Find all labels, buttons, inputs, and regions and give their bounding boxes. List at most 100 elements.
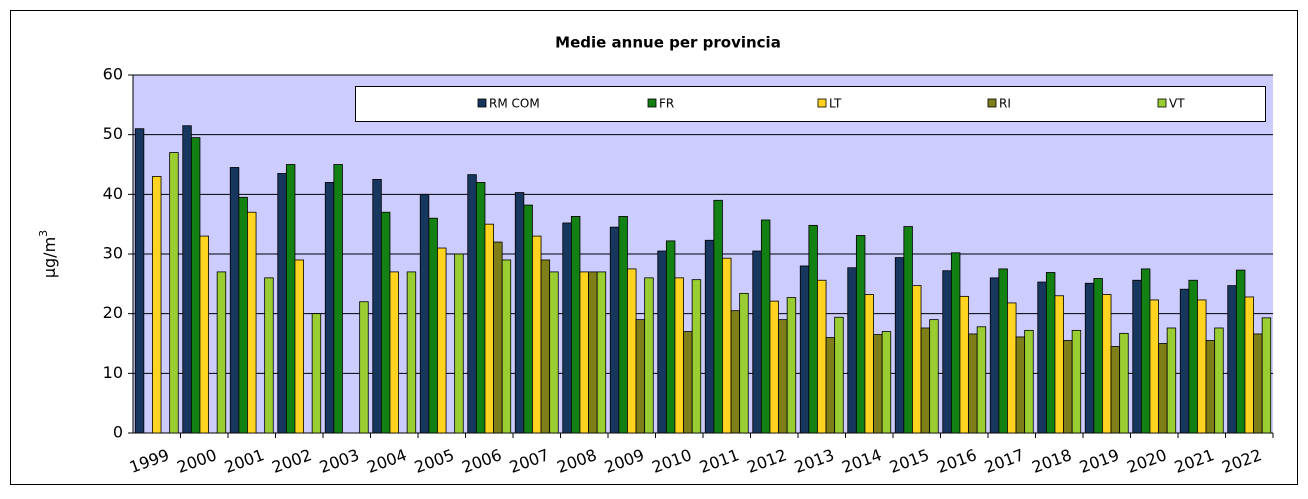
bar xyxy=(1119,332,1129,434)
bar xyxy=(825,337,836,434)
bar xyxy=(1110,346,1121,434)
bar xyxy=(1132,279,1142,434)
bar xyxy=(942,270,952,434)
bar xyxy=(752,250,762,434)
bar xyxy=(989,277,1000,434)
bar xyxy=(950,252,961,434)
bar xyxy=(1102,294,1112,434)
bar xyxy=(627,268,637,434)
bar xyxy=(134,128,145,434)
bar xyxy=(920,327,931,434)
bar xyxy=(238,196,248,434)
bar xyxy=(514,192,525,434)
bar xyxy=(929,319,939,434)
legend-swatch xyxy=(1157,98,1167,108)
legend-label: VT xyxy=(1169,97,1185,111)
bar xyxy=(1197,299,1207,434)
bar xyxy=(190,137,201,434)
y-axis-label-sup: 3 xyxy=(37,230,50,237)
bar xyxy=(389,271,399,434)
bar xyxy=(704,239,715,434)
bar xyxy=(1179,288,1190,434)
bar xyxy=(475,181,486,434)
bar xyxy=(437,247,447,434)
bar xyxy=(1007,302,1017,434)
bar xyxy=(264,277,274,434)
bar xyxy=(454,253,464,434)
y-tick-label: 10 xyxy=(103,363,123,382)
bar xyxy=(152,176,162,434)
bar xyxy=(1071,329,1082,434)
bar xyxy=(229,167,240,434)
legend-label: RM COM xyxy=(489,97,540,111)
bar xyxy=(1188,279,1198,434)
bar xyxy=(1227,285,1237,434)
bar xyxy=(713,199,723,434)
bar xyxy=(493,241,503,434)
y-tick-label: 50 xyxy=(103,124,123,143)
bar xyxy=(484,223,494,434)
bar xyxy=(799,265,810,434)
bar xyxy=(1093,278,1103,434)
bar xyxy=(808,224,818,434)
bar xyxy=(1084,282,1095,434)
bar xyxy=(523,204,533,434)
bar xyxy=(609,226,620,434)
bar xyxy=(760,219,771,434)
bar xyxy=(359,301,369,434)
bar xyxy=(873,334,883,434)
bar xyxy=(1140,268,1151,434)
bar xyxy=(1166,327,1177,434)
bar xyxy=(294,259,304,434)
bar xyxy=(406,271,417,434)
chart-title: Medie annue per provincia xyxy=(555,34,781,52)
y-tick-label: 40 xyxy=(103,184,123,203)
bar xyxy=(665,240,676,434)
bar xyxy=(1214,327,1224,434)
bar xyxy=(428,217,438,434)
bar xyxy=(722,257,732,434)
y-axis-label: µg/m3 xyxy=(37,230,59,278)
bar xyxy=(311,313,322,434)
bar xyxy=(730,310,741,434)
bar xyxy=(1015,336,1026,434)
bar xyxy=(1037,281,1047,434)
bar xyxy=(1045,272,1056,434)
bar xyxy=(1063,340,1073,434)
legend-swatch xyxy=(987,98,997,108)
bar xyxy=(864,294,874,434)
bar xyxy=(683,331,693,434)
bar xyxy=(881,331,892,434)
bar xyxy=(618,216,628,434)
legend-box xyxy=(355,86,1266,122)
bar xyxy=(596,271,607,434)
legend-swatch xyxy=(817,98,827,108)
bar xyxy=(855,235,866,434)
bar xyxy=(1205,340,1216,434)
y-tick-label: 20 xyxy=(103,303,123,322)
bar xyxy=(1253,333,1263,434)
bar xyxy=(1261,317,1272,434)
bar xyxy=(570,216,581,434)
legend-swatch xyxy=(647,98,657,108)
bar xyxy=(786,297,797,434)
bar xyxy=(847,267,857,434)
bar xyxy=(182,125,192,434)
bar xyxy=(277,173,287,434)
bar xyxy=(635,319,646,434)
bar xyxy=(739,292,749,434)
bar xyxy=(549,271,559,434)
bar xyxy=(579,271,589,434)
bar xyxy=(1235,269,1246,434)
bar xyxy=(968,333,978,434)
y-axis-label-base: µg/m xyxy=(40,237,59,278)
bar xyxy=(501,259,512,434)
bar xyxy=(817,279,827,434)
bar xyxy=(674,277,684,434)
bar xyxy=(216,271,227,434)
bar xyxy=(1244,296,1254,434)
bar xyxy=(976,326,987,434)
bar xyxy=(380,211,391,434)
bar xyxy=(540,259,551,434)
